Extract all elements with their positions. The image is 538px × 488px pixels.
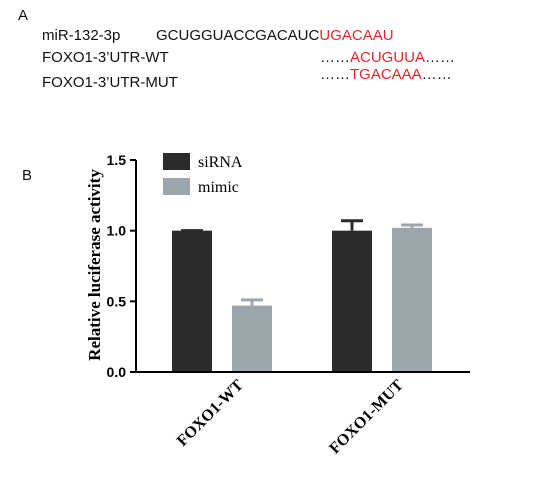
row-name: FOXO1-3’UTR-MUT xyxy=(42,74,178,91)
panel-label: A xyxy=(18,7,28,24)
y-tick-label: 0.5 xyxy=(107,293,127,309)
sequence-highlight: UGACAAU xyxy=(319,27,393,44)
y-axis-label: Relative luciferase activity xyxy=(85,169,104,361)
sequence-highlight: TGACAAA xyxy=(350,66,422,83)
sequence: ……ACUGUUA…… xyxy=(320,49,455,66)
bar xyxy=(392,227,432,371)
row-name: miR-132-3p xyxy=(42,27,120,44)
error-bar xyxy=(401,223,423,228)
y-tick-label: 1.0 xyxy=(107,223,127,239)
x-tick-label: FOXO1-WT xyxy=(174,377,247,450)
error-bar xyxy=(341,219,363,231)
legend-swatch xyxy=(163,178,190,195)
sequence: ……TGACAAA…… xyxy=(320,66,452,83)
legend-label: siRNA xyxy=(198,154,243,171)
sequence-highlight: ACUGUUA xyxy=(350,49,425,66)
legend-swatch xyxy=(163,153,190,170)
bar xyxy=(232,305,272,371)
y-tick-label: 1.5 xyxy=(107,152,127,168)
x-tick-label: FOXO1-MUT xyxy=(326,377,407,458)
sequence: GCUGGUACCGACAUCUGACAAU xyxy=(156,27,394,44)
legend-label: mimic xyxy=(198,179,239,196)
dots: …… xyxy=(320,66,350,83)
row-name: FOXO1-3’UTR-WT xyxy=(42,49,169,66)
dots: …… xyxy=(425,49,455,66)
bar xyxy=(172,230,212,371)
dots: …… xyxy=(320,49,350,66)
bar xyxy=(332,230,372,371)
panel-label: B xyxy=(22,167,32,184)
dots: …… xyxy=(422,66,452,83)
y-tick-label: 0.0 xyxy=(107,364,127,380)
error-bar xyxy=(241,298,263,306)
sequence-plain: GCUGGUACCGACAUC xyxy=(156,27,320,44)
